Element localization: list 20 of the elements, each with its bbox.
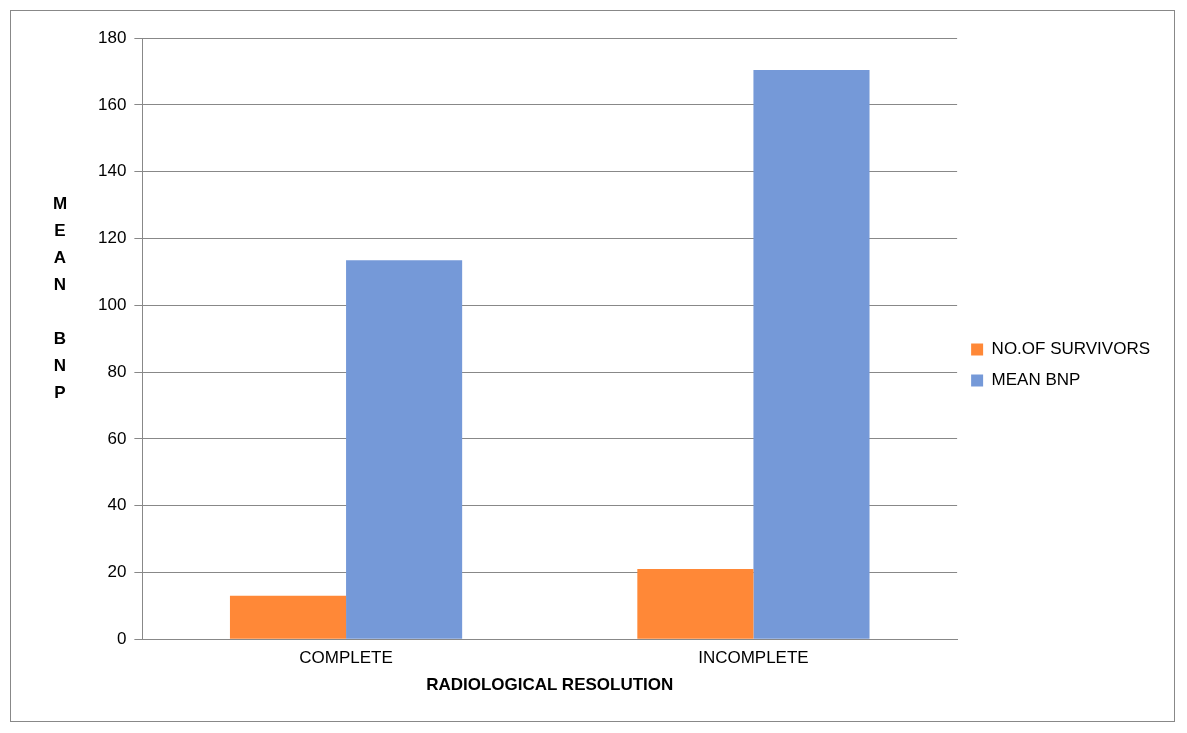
x-tick-label: INCOMPLETE [698, 648, 809, 668]
y-tick-label: 80 [107, 361, 127, 381]
bar [637, 569, 754, 639]
y-tick-label: 60 [107, 428, 127, 448]
y-tick-label: 0 [116, 628, 127, 648]
y-tick-label: 120 [97, 228, 127, 248]
legend-label: MEAN BNP [991, 370, 1081, 390]
x-tick-label: COMPLETE [299, 648, 393, 668]
x-axis-title: RADIOLOGICAL RESOLUTION [426, 675, 674, 695]
legend-label: NO.OF SURVIVORS [991, 339, 1151, 359]
bar [753, 69, 870, 639]
bar [229, 595, 347, 639]
bar [346, 260, 463, 639]
y-tick-label: 20 [107, 562, 127, 582]
y-tick-label: 160 [97, 94, 127, 114]
text: MEAN BNP [52, 194, 68, 402]
y-tick-label: 140 [97, 161, 127, 181]
y-tick-label: 40 [107, 495, 127, 515]
y-tick-label: 180 [97, 27, 127, 47]
y-tick-label: 100 [97, 295, 127, 314]
